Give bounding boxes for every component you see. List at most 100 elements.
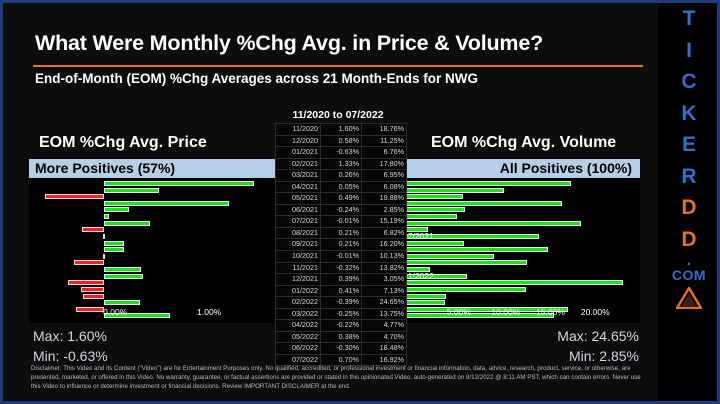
x-axis-tick-label: 15.00% <box>536 307 565 317</box>
table-cell-volume: 10.13% <box>361 250 407 263</box>
brand-letter: D <box>681 196 697 219</box>
table-row: 01/2021 -0.63% 6.76% <box>275 146 407 159</box>
data-table-header: 11/2020 to 07/2022 <box>292 109 384 121</box>
table-cell-volume: 16.20% <box>361 238 407 251</box>
table-cell-price: -0.01% <box>320 250 362 263</box>
table-cell-volume: 3.05% <box>361 273 407 286</box>
table-cell-volume: 18.48% <box>361 342 407 355</box>
title-divider <box>33 65 643 67</box>
table-row: 09/2021 0.21% 16.20% <box>275 238 407 251</box>
chart-bar <box>81 227 105 233</box>
table-row: 01/2022 0.41% 7.13% <box>275 284 407 298</box>
table-cell-volume: 11.25% <box>361 134 407 148</box>
table-cell-price: 1.60% <box>320 123 362 136</box>
x-axis-tick-label: 20.00% <box>580 307 610 317</box>
table-cell-price: 0.39% <box>320 273 362 286</box>
table-cell-price: -0.63% <box>320 146 362 159</box>
table-cell-month: 03/2021 <box>275 169 321 182</box>
table-cell-month: 03/2022 <box>275 307 321 321</box>
table-cell-price: 0.21% <box>320 226 362 240</box>
table-cell-month: 04/2022 <box>275 319 321 332</box>
table-row: 06/2022 -0.30% 18.48% <box>275 342 407 355</box>
table-row: 07/2021 -0.01% 15.19% <box>275 215 407 228</box>
table-cell-month: 11/2021 <box>275 261 321 275</box>
table-cell-price: 0.41% <box>320 284 362 298</box>
brand-letter: E <box>681 133 696 156</box>
table-row: 11/2020 1.60% 18.76% <box>275 123 407 136</box>
volume-min-label: Min: 2.85% <box>568 348 639 364</box>
table-cell-volume: 18.76% <box>361 123 407 136</box>
data-table: 11/2020 1.60% 18.76% 12/2020 0.58% 11.25% 01/2… <box>275 123 407 367</box>
table-cell-price: -0.32% <box>320 261 362 275</box>
chart-bar <box>403 194 464 200</box>
table-cell-month: 11/2020 <box>275 123 321 136</box>
chart-bar <box>103 253 106 259</box>
table-cell-volume: 24.65% <box>361 296 407 309</box>
table-row: 07/2022 0.70% 16.92% <box>275 353 407 367</box>
table-cell-month: 07/2021 <box>275 215 321 228</box>
chart-bar <box>403 313 555 319</box>
table-cell-month: 05/2022 <box>275 330 321 344</box>
table-cell-month: 01/2022 <box>275 284 321 298</box>
chart-bar <box>403 207 466 213</box>
x-axis-tick-label: 0.00% <box>103 307 128 317</box>
table-row: 06/2021 -0.24% 2.85% <box>275 203 407 217</box>
table-cell-month: 02/2021 <box>275 157 321 171</box>
price-max-label: Max: 1.60% <box>33 328 107 344</box>
table-cell-volume: 15.19% <box>361 215 407 228</box>
chart-bar <box>403 187 504 193</box>
table-row: 03/2022 -0.25% 13.75% <box>275 307 407 321</box>
table-cell-month: 04/2021 <box>275 180 321 194</box>
table-cell-volume: 4.77% <box>361 319 407 332</box>
table-cell-volume: 6.82% <box>361 226 407 240</box>
table-row: 03/2021 0.26% 6.95% <box>275 169 407 182</box>
volume-max-label: Max: 24.65% <box>557 328 639 344</box>
table-cell-month: 12/2020 <box>275 134 321 148</box>
x-axis-tick-label: 10.00% <box>491 307 521 317</box>
chart-bar <box>83 293 105 299</box>
x-axis-tick-label: 5.00% <box>446 307 471 317</box>
chart-bar <box>403 214 458 220</box>
chart-bar <box>80 286 105 292</box>
table-cell-price: -0.30% <box>320 342 362 355</box>
table-cell-month: 12/2021 <box>275 273 321 286</box>
y-axis-date-label: 07/2021 <box>403 230 434 241</box>
table-cell-volume: 16.92% <box>361 353 407 367</box>
table-row: 11/2021 -0.32% 13.82% <box>275 261 407 275</box>
table-cell-volume: 6.08% <box>361 180 407 194</box>
main-panel: What Were Monthly %Chg Avg. in Price & V… <box>3 3 658 401</box>
brand-letter: C <box>681 70 697 93</box>
warning-triangle-icon <box>674 285 704 314</box>
volume-chart-title: EOM %Chg Avg. Volume <box>431 134 617 151</box>
table-cell-price: -0.01% <box>320 215 362 228</box>
chart-bar <box>104 187 159 193</box>
price-min-label: Min: -0.63% <box>33 348 108 364</box>
table-row: 05/2021 0.49% 19.88% <box>275 192 407 205</box>
table-row: 05/2022 0.38% 4.70% <box>275 330 407 344</box>
chart-bar <box>403 181 571 186</box>
x-axis-tick-label: 1.00% <box>197 307 222 317</box>
table-cell-price: 0.05% <box>320 180 362 194</box>
table-row: 08/2021 0.21% 6.82% <box>275 226 407 240</box>
table-cell-volume: 2.85% <box>361 203 407 217</box>
table-cell-month: 01/2021 <box>275 146 321 159</box>
chart-bar <box>403 240 464 246</box>
table-row: 10/2021 -0.01% 10.13% <box>275 250 407 263</box>
brand-com: COM <box>671 267 707 283</box>
brand-letter: K <box>681 101 697 125</box>
table-cell-month: 05/2021 <box>275 192 321 205</box>
table-row: 12/2021 0.39% 3.05% <box>275 273 407 286</box>
table-cell-price: 0.49% <box>320 192 362 205</box>
table-cell-price: 0.26% <box>320 169 362 182</box>
chart-bar <box>104 273 143 279</box>
table-cell-month: 08/2021 <box>275 226 321 240</box>
disclaimer-text: Disclaimer: This Video and its Content (… <box>31 365 641 391</box>
chart-bar <box>75 306 105 312</box>
chart-bar <box>103 233 106 239</box>
chart-bar <box>104 267 141 273</box>
table-cell-month: 02/2022 <box>275 296 321 309</box>
y-axis-date-label: 01/2022 <box>403 270 434 281</box>
